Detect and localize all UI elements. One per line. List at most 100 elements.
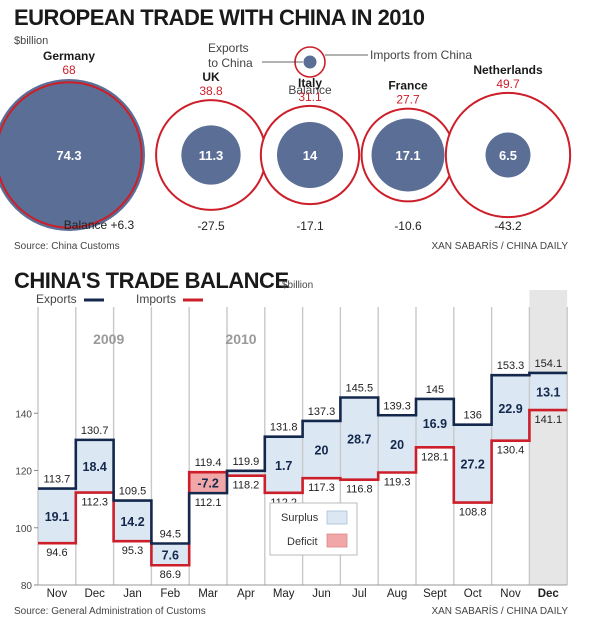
y-tick-label: 80 [21,581,33,592]
bottom-title: CHINA'S TRADE BALANCE [14,268,289,293]
import-value-label: 117.3 [308,482,335,494]
export-bubble-germany [0,79,145,231]
import-value-label: 130.4 [497,445,525,457]
bottom-source: Source: General Administration of Custom… [14,606,206,617]
balance-value-label: 16.9 [423,417,447,431]
export-value-france: 17.1 [395,148,420,163]
export-value-uk: 11.3 [199,148,224,163]
balance-value-label: 19.1 [45,510,69,524]
legend-exports-line1: Exports [208,41,249,55]
x-tick-label: Aug [387,588,407,600]
import-value-label: 141.1 [535,414,563,426]
import-value-label: 118.2 [233,480,260,492]
balance-value-label: 1.7 [275,459,292,473]
balance-value-label: 27.2 [461,458,485,472]
export-value-label: 145 [426,384,444,396]
european-trade-bubble-chart: Exports to China Imports from China Bala… [0,41,572,233]
balance-legend: Surplus Deficit [269,502,358,556]
import-value-label: 95.3 [122,545,143,557]
x-tick-label: Mar [198,588,218,600]
x-tick-label: Feb [160,588,180,600]
country-name-italy: Italy [298,76,322,90]
import-value-germany: 68 [62,63,76,77]
bottom-unit: $billion [282,280,314,291]
balance-value-label: -7.2 [197,477,219,491]
import-value-label: 108.8 [459,507,487,519]
export-value-label: 112.1 [195,497,222,509]
export-value-label: 137.3 [308,406,336,418]
y-tick-label: 120 [15,467,32,478]
legend-imports: Imports from China [370,48,472,62]
surplus-fill [75,439,114,493]
export-value-label: 131.8 [270,422,298,434]
export-bubble-netherlands [485,132,531,178]
surplus-fill [491,375,530,441]
x-tick-label: Nov [47,588,68,600]
import-value-france: 27.7 [396,93,420,107]
export-value-label: 113.7 [44,474,71,486]
export-value-label: 139.3 [383,400,411,412]
balance-value-netherlands: -43.2 [494,219,522,233]
export-bubble-italy [277,122,343,188]
balance-value-label: 28.7 [347,433,371,447]
balance-value-france: -10.6 [394,219,422,233]
year-label-2010: 2010 [225,331,256,347]
legend-imports-label: Imports [136,292,176,306]
x-tick-label: Dec [538,588,560,600]
legend-balance: Balance [288,83,332,97]
import-value-italy: 31.1 [298,90,322,104]
surplus-fill [264,436,303,493]
export-value-label: 119.9 [233,456,260,468]
import-value-label: 128.1 [421,451,449,463]
x-tick-label: Sept [423,588,447,600]
export-value-label: 154.1 [535,358,563,370]
highlight-column [529,290,568,585]
surplus-fill [302,420,341,479]
export-value-netherlands: 6.5 [499,148,517,163]
balance-value-label: 18.4 [83,460,107,474]
surplus-fill [378,415,416,473]
balance-value-label: 13.1 [536,385,560,399]
surplus-fill [113,500,152,542]
x-tick-label: Jul [352,588,367,600]
x-tick-label: Apr [237,588,255,600]
top-source: Source: China Customs [14,241,120,252]
import-value-label: 119.4 [195,457,222,469]
balance-value-italy: -17.1 [296,219,324,233]
balance-value-label: 22.9 [498,402,522,416]
country-name-netherlands: Netherlands [473,63,543,77]
import-value-label: 86.9 [160,569,181,581]
surplus-fill [151,543,190,566]
export-value-label: 136 [464,410,482,422]
top-credit: XAN SABARÍS / CHINA DAILY [431,241,568,252]
import-value-netherlands: 49.7 [496,77,520,91]
balance-value-label: 20 [315,444,329,458]
bottom-credit: XAN SABARÍS / CHINA DAILY [431,606,568,617]
balance-value-uk: -27.5 [197,219,225,233]
exports-line [38,371,568,545]
export-value-label: 109.5 [119,486,147,498]
export-bubble-france [371,118,445,192]
export-value-label: 145.5 [346,383,374,395]
x-tick-label: Jun [312,588,331,600]
export-value-germany: 74.3 [56,148,81,163]
x-tick-label: Oct [464,588,483,600]
surplus-fill [38,488,76,544]
x-tick-label: Dec [84,588,105,600]
surplus-fill [340,397,379,480]
x-tick-label: May [273,588,295,600]
x-tick-label: Jan [123,588,142,600]
import-value-label: 119.3 [384,477,411,489]
country-name-uk: UK [202,70,220,84]
surplus-legend-label: Surplus [281,512,319,524]
import-value-label: 94.6 [46,547,67,559]
year-label-2009: 2009 [93,331,124,347]
export-value-italy: 14 [303,148,318,163]
surplus-fill [529,372,568,411]
import-bubble-germany [0,81,143,229]
surplus-fill [227,470,265,476]
balance-value-label: 20 [390,438,404,452]
bubble-legend: Exports to China Imports from China Bala… [208,41,472,97]
